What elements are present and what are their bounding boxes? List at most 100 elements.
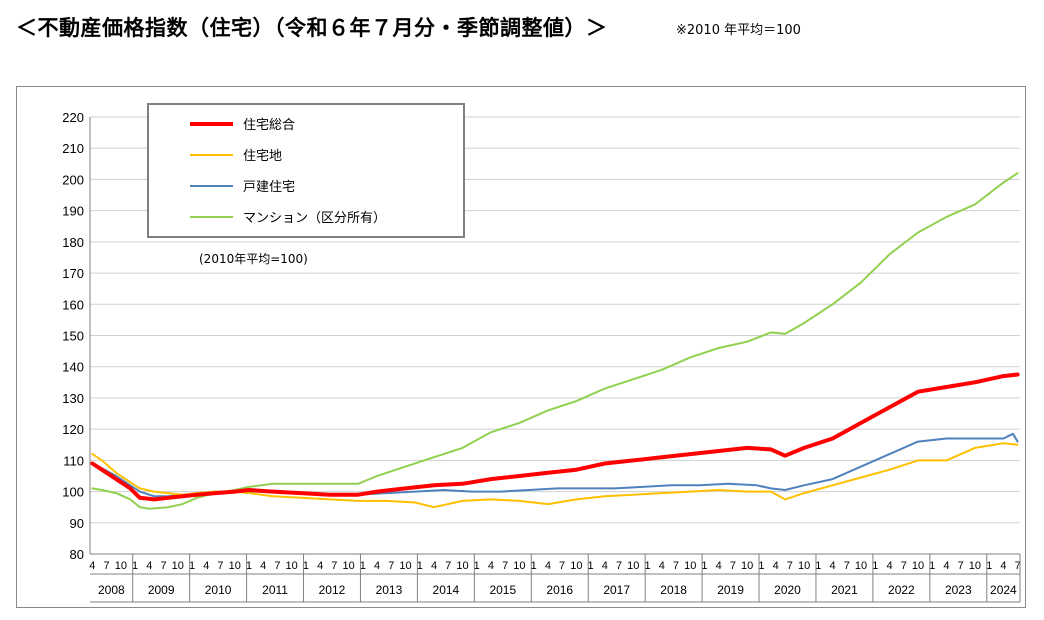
base-year-annotation: (2010年平均=100) — [199, 252, 308, 266]
y-tick-label: 180 — [62, 235, 84, 250]
quarter-tick-label: 1 — [872, 560, 878, 572]
quarter-tick-label: 1 — [701, 560, 707, 572]
year-label: 2015 — [489, 583, 516, 597]
y-tick-label: 100 — [62, 485, 84, 500]
quarter-tick-label: 10 — [513, 560, 525, 572]
quarter-tick-label: 7 — [104, 560, 110, 572]
y-tick-label: 110 — [63, 453, 84, 468]
legend-label: 戸建住宅 — [243, 180, 295, 195]
quarter-tick-label: 7 — [331, 560, 337, 572]
quarter-tick-label: 4 — [203, 560, 209, 572]
quarter-tick-label: 1 — [986, 560, 992, 572]
y-tick-label: 90 — [70, 516, 84, 531]
quarter-tick-label: 1 — [360, 560, 366, 572]
quarter-tick-label: 4 — [1000, 560, 1006, 572]
annotation-bg — [187, 249, 382, 269]
year-label: 2019 — [717, 583, 744, 597]
quarter-tick-label: 1 — [929, 560, 935, 572]
y-tick-label: 150 — [62, 329, 84, 344]
quarter-tick-label: 1 — [815, 560, 821, 572]
quarter-tick-label: 10 — [912, 560, 924, 572]
quarter-tick-label: 7 — [673, 560, 679, 572]
quarter-tick-label: 4 — [260, 560, 266, 572]
quarter-tick-label: 10 — [684, 560, 696, 572]
quarter-tick-label: 10 — [798, 560, 810, 572]
y-tick-label: 80 — [70, 547, 84, 562]
quarter-tick-label: 4 — [716, 560, 722, 572]
legend-label: 住宅地 — [243, 149, 282, 164]
quarter-tick-label: 10 — [172, 560, 184, 572]
quarter-tick-label: 7 — [388, 560, 394, 572]
quarter-tick-label: 1 — [531, 560, 537, 572]
quarter-tick-label: 1 — [588, 560, 594, 572]
quarter-tick-label: 1 — [417, 560, 423, 572]
quarter-tick-label: 7 — [559, 560, 565, 572]
quarter-tick-label: 10 — [115, 560, 127, 572]
year-label: 2014 — [433, 583, 460, 597]
y-tick-label: 140 — [62, 360, 84, 375]
quarter-tick-label: 7 — [787, 560, 793, 572]
quarter-tick-label: 4 — [830, 560, 836, 572]
year-label: 2012 — [319, 583, 346, 597]
quarter-tick-label: 10 — [399, 560, 411, 572]
year-label: 2011 — [262, 583, 288, 597]
series-line-3 — [91, 432, 1019, 498]
quarter-tick-label: 7 — [160, 560, 166, 572]
quarter-tick-label: 7 — [844, 560, 850, 572]
page-title: ＜不動産価格指数（住宅）（令和６年７月分・季節調整値）＞ — [16, 16, 608, 40]
quarter-tick-label: 4 — [773, 560, 779, 572]
quarter-tick-label: 10 — [342, 560, 354, 572]
legend-label: 住宅総合 — [243, 118, 295, 133]
quarter-tick-label: 4 — [659, 560, 665, 572]
quarter-tick-label: 4 — [431, 560, 437, 572]
quarter-tick-label: 7 — [217, 560, 223, 572]
y-tick-label: 160 — [62, 297, 84, 312]
quarter-tick-label: 7 — [958, 560, 964, 572]
year-label: 2023 — [945, 583, 972, 597]
legend-label: マンション（区分所有） — [243, 211, 386, 226]
quarter-tick-label: 4 — [943, 560, 949, 572]
quarter-tick-label: 10 — [969, 560, 981, 572]
quarter-tick-label: 7 — [274, 560, 280, 572]
year-label: 2013 — [376, 583, 403, 597]
quarter-tick-label: 10 — [855, 560, 867, 572]
quarter-tick-label: 4 — [602, 560, 608, 572]
quarter-tick-label: 10 — [741, 560, 753, 572]
year-label: 2008 — [98, 583, 125, 597]
quarter-tick-label: 4 — [545, 560, 551, 572]
quarter-tick-label: 4 — [146, 560, 152, 572]
y-tick-label: 200 — [62, 172, 84, 187]
year-label: 2016 — [546, 583, 573, 597]
quarter-tick-label: 4 — [317, 560, 323, 572]
base-year-note: ※2010 年平均＝100 — [676, 23, 801, 38]
chart-frame: 80 90 100 110 120 130 140 150 160 170 180 190 200 210… — [16, 86, 1026, 608]
y-tick-label: 190 — [62, 204, 84, 219]
price-index-chart: 8090100110120130140150160170180190200210… — [62, 103, 1021, 603]
quarter-tick-label: 1 — [474, 560, 480, 572]
year-label: 2022 — [888, 583, 915, 597]
quarter-tick-label: 1 — [189, 560, 195, 572]
series-line-1 — [90, 372, 1020, 502]
series-line-2 — [91, 442, 1019, 509]
legend-box — [147, 103, 465, 238]
year-label: 2010 — [205, 583, 232, 597]
quarter-tick-label: 7 — [445, 560, 451, 572]
quarter-tick-label: 10 — [627, 560, 639, 572]
quarter-tick-label: 7 — [1015, 560, 1021, 572]
y-tick-label: 120 — [62, 422, 84, 437]
quarter-tick-label: 7 — [730, 560, 736, 572]
y-tick-label: 130 — [62, 391, 84, 406]
year-label: 2024 — [990, 583, 1017, 597]
y-tick-label: 170 — [62, 266, 84, 281]
quarter-tick-label: 4 — [886, 560, 892, 572]
quarter-tick-label: 1 — [303, 560, 309, 572]
quarter-tick-label: 10 — [456, 560, 468, 572]
quarter-tick-label: 1 — [644, 560, 650, 572]
quarter-tick-label: 4 — [374, 560, 380, 572]
quarter-tick-label: 7 — [616, 560, 622, 572]
y-tick-label: 210 — [62, 141, 84, 156]
quarter-tick-label: 1 — [758, 560, 764, 572]
year-label: 2009 — [148, 583, 175, 597]
year-label: 2017 — [603, 583, 630, 597]
quarter-tick-label: 7 — [901, 560, 907, 572]
